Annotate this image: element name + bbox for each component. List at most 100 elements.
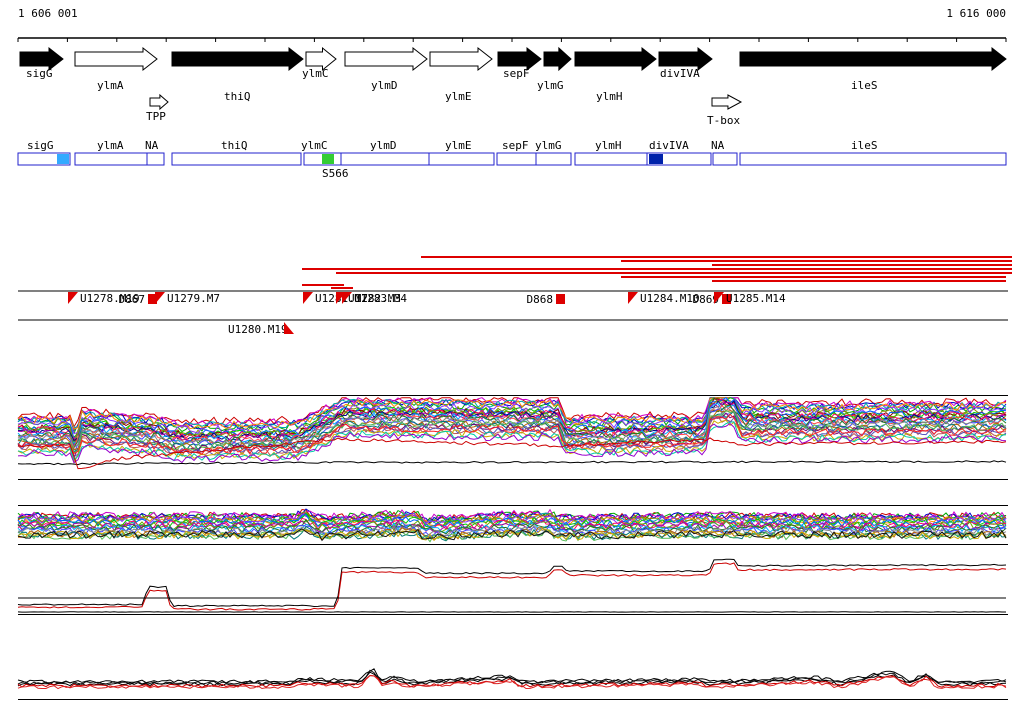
segment-box-ylmE[interactable] — [428, 152, 495, 166]
segment-box-ylmG[interactable] — [535, 152, 572, 166]
marker-box-icon[interactable] — [148, 294, 157, 304]
coordinate-end-label: 1 616 000 — [946, 7, 1006, 20]
marker-flag-icon[interactable] — [303, 292, 313, 304]
expression-trace — [17, 413, 1007, 455]
segment-box-thiQ[interactable] — [171, 152, 302, 166]
marker-D868[interactable]: D868 — [527, 293, 566, 306]
expression-trace — [17, 562, 1007, 611]
gene-label-ylmE: ylmE — [445, 90, 472, 103]
feature-square-f0[interactable] — [57, 154, 69, 164]
marker-label: D868 — [527, 293, 554, 306]
rna-element-label-T-box: T-box — [707, 114, 740, 127]
gene-label-thiQ: thiQ — [224, 90, 251, 103]
gene-arrow-ylmD[interactable] — [344, 46, 428, 72]
segment-label-NA: NA — [711, 139, 725, 152]
segment-box-NA[interactable] — [146, 152, 165, 166]
marker-D869[interactable]: D869 — [693, 293, 732, 306]
probe-track — [302, 256, 1012, 289]
segment-label-thiQ: thiQ — [221, 139, 248, 152]
expression-panels — [17, 395, 1008, 700]
segment-track: sigG ylmA NA thiQ ylmC ylmD ylmE sepF ylmG ylmH di… — [17, 139, 1007, 180]
gene-arrow-ylmA[interactable] — [74, 46, 158, 72]
marker-label: D867 — [119, 293, 146, 306]
expression-trace — [17, 671, 1007, 687]
gene-label-divIVA: divIVA — [660, 67, 700, 80]
gene-arrow-ylmE[interactable] — [429, 46, 493, 72]
expression-trace — [17, 409, 1007, 454]
gene-label-ylmD: ylmD — [371, 79, 398, 92]
marker-label: D869 — [693, 293, 720, 306]
expression-trace — [17, 558, 1007, 608]
segment-label-ylmA: ylmA — [97, 139, 124, 152]
expression-trace — [17, 668, 1007, 684]
marker-U1281.M7[interactable]: U1281.M7 — [303, 292, 368, 305]
gene-label-ylmH: ylmH — [596, 90, 623, 103]
segment-label-ylmD: ylmD — [370, 139, 397, 152]
segment-label-sigG: sigG — [27, 139, 54, 152]
marker-flag-icon[interactable] — [628, 292, 638, 304]
segment-box-sepF[interactable] — [496, 152, 537, 166]
marker-U1284.M10[interactable]: U1284.M10 — [628, 292, 700, 305]
expression-trace — [17, 674, 1007, 688]
segment-box-NA[interactable] — [712, 152, 738, 166]
marker-box-icon[interactable] — [722, 294, 731, 304]
gene-arrow-sigG[interactable] — [19, 46, 64, 72]
segment-label-divIVA: divIVA — [649, 139, 689, 152]
segment-label-sepF: sepF — [502, 139, 529, 152]
marker-label: U1283.M4 — [354, 292, 407, 305]
gene-arrow-sepF[interactable] — [497, 46, 542, 72]
marker-D867[interactable]: D867 — [119, 293, 158, 306]
ruler-track — [17, 37, 1007, 42]
expression-trace — [17, 512, 1007, 526]
rna-element-arrow-TPP[interactable] — [149, 93, 169, 111]
feature-label-S566: S566 — [322, 167, 349, 180]
gene-label-ylmA: ylmA — [97, 79, 124, 92]
marker-U1278.M19[interactable]: U1278.M19 — [68, 292, 140, 305]
segment-label-ylmH: ylmH — [595, 139, 622, 152]
marker-flag-icon[interactable] — [68, 292, 78, 304]
expression-trace — [17, 528, 1007, 542]
segment-box-ylmH[interactable] — [574, 152, 648, 166]
marker-flag-icon[interactable] — [284, 322, 294, 334]
marker-label: U1282.M3 — [348, 292, 401, 305]
segment-box-ylmA[interactable] — [74, 152, 148, 166]
rna-element-arrow-T-box[interactable] — [711, 94, 743, 110]
marker-label: U1280.M19 — [228, 323, 288, 336]
marker-U1285.M14[interactable]: U1285.M14 — [714, 292, 786, 305]
segment-label-ylmE: ylmE — [445, 139, 472, 152]
expression-trace — [17, 400, 1007, 442]
marker-label: U1278.M19 — [80, 292, 140, 305]
expression-trace — [17, 397, 1007, 440]
segment-label-NA: NA — [145, 139, 159, 152]
marker-label: U1279.M7 — [167, 292, 220, 305]
feature-square-f2[interactable] — [649, 154, 663, 164]
gene-arrow-thiQ[interactable] — [171, 46, 304, 72]
segment-box-ylmD[interactable] — [340, 152, 430, 166]
expression-trace — [17, 404, 1007, 451]
gene-arrow-divIVA[interactable] — [658, 46, 713, 72]
gene-arrow-ileS[interactable] — [739, 46, 1007, 72]
marker-box-icon[interactable] — [556, 294, 565, 304]
marker-U1280.M19[interactable]: U1280.M19 — [228, 322, 294, 336]
gene-label-ileS: ileS — [851, 79, 878, 92]
gene-label-ylmG: ylmG — [537, 79, 564, 92]
marker-U1283.M4[interactable]: U1283.M4 — [342, 292, 407, 305]
rna-element-label-TPP: TPP — [146, 110, 166, 123]
marker-flag-icon[interactable] — [342, 292, 352, 304]
gene-arrow-ylmC[interactable] — [305, 46, 337, 72]
expression-trace — [17, 400, 1007, 445]
marker-flag-icon[interactable] — [714, 292, 724, 304]
gene-label-sepF: sepF — [503, 67, 530, 80]
marker-flag-icon[interactable] — [155, 292, 165, 304]
feature-square-S566[interactable] — [322, 154, 334, 164]
segment-label-ylmC: ylmC — [301, 139, 328, 152]
marker-U1279.M7[interactable]: U1279.M7 — [155, 292, 220, 305]
gene-arrow-ylmH[interactable] — [574, 46, 657, 72]
expression-trace — [17, 460, 1007, 466]
gene-arrow-ylmG[interactable] — [543, 46, 572, 72]
expression-trace — [17, 422, 1007, 464]
segment-box-ileS[interactable] — [739, 152, 1007, 166]
